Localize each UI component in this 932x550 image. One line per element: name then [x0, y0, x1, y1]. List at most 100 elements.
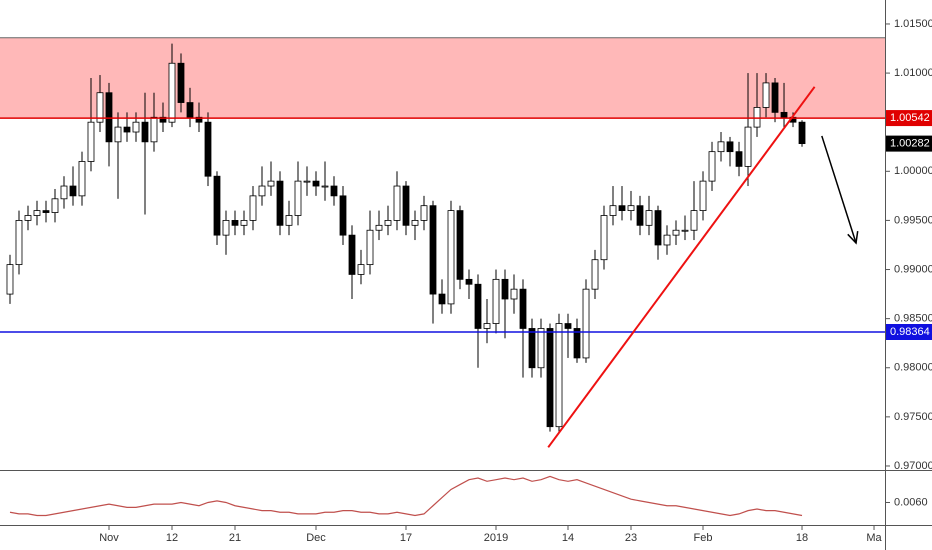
y-tick-label: 0.99500 — [894, 214, 932, 226]
candle-body — [708, 151, 716, 182]
candle-body — [591, 259, 599, 290]
candle-body — [546, 328, 554, 428]
candle-body — [393, 185, 401, 221]
x-tick-label: 23 — [625, 532, 637, 544]
candle-body — [771, 82, 779, 113]
candle-body — [645, 210, 653, 226]
candle-body — [717, 141, 725, 153]
price-label: 1.00542 — [890, 112, 930, 124]
candle-body — [330, 185, 338, 197]
candle-body — [294, 180, 302, 216]
candle-body — [384, 220, 392, 226]
y-tick-label: 0.99000 — [894, 263, 932, 275]
y-tick-label: 0.0060 — [894, 496, 928, 508]
candle-body — [474, 283, 482, 329]
x-tick-label: Dec — [306, 532, 326, 544]
candle-body — [411, 220, 419, 226]
candle-body — [438, 293, 446, 305]
candle-body — [240, 220, 248, 226]
x-tick-label: 17 — [400, 532, 412, 544]
x-tick-label: 21 — [229, 532, 241, 544]
candle-body — [627, 205, 635, 211]
candle-body — [231, 220, 239, 226]
candle-body — [186, 102, 194, 118]
y-tick-label: 1.01500 — [894, 18, 932, 30]
candle-body — [249, 195, 257, 221]
price-label: 0.98364 — [890, 326, 930, 338]
candle-body — [141, 121, 149, 143]
candle-body — [204, 121, 212, 177]
candle-body — [672, 229, 680, 236]
candle-body — [447, 210, 455, 305]
candle-body — [699, 180, 707, 211]
candle-body — [357, 264, 365, 275]
candle-body — [600, 215, 608, 261]
candle-body — [690, 210, 698, 231]
candle-body — [735, 151, 743, 167]
candle-body — [348, 234, 356, 275]
candle-body — [519, 288, 527, 329]
candle-body — [276, 180, 284, 226]
y-tick-label: 1.00000 — [894, 165, 932, 177]
candle-body — [780, 111, 788, 118]
candle-body — [501, 278, 509, 300]
price-label-box — [886, 323, 932, 340]
candle-body — [285, 215, 293, 226]
trendline — [547, 86, 816, 448]
y-tick-label: 0.97000 — [894, 460, 932, 472]
candle-body — [420, 205, 428, 221]
candle-body — [6, 264, 14, 295]
candle-body — [222, 220, 230, 236]
candle-body — [195, 116, 203, 123]
candle-body — [177, 62, 185, 103]
candle-body — [78, 161, 86, 197]
y-tick-label: 1.01000 — [894, 67, 932, 79]
candle-body — [366, 229, 374, 266]
candle-body — [492, 278, 500, 324]
resistance-zone — [0, 37, 885, 119]
candle-body — [24, 215, 32, 221]
candle-body — [339, 195, 347, 236]
candle-body — [114, 126, 122, 143]
candle-body — [573, 328, 581, 359]
candle-body — [96, 92, 104, 123]
candle-body — [69, 185, 77, 197]
candle-body — [726, 141, 734, 153]
candle-body — [609, 205, 617, 216]
candle-body — [429, 205, 437, 295]
candle-body — [123, 126, 131, 133]
candle-body — [528, 328, 536, 369]
y-tick-label: 0.98000 — [894, 362, 932, 374]
candle-body — [159, 116, 167, 123]
candle-body — [681, 229, 689, 232]
x-tick-label: 2019 — [484, 532, 508, 544]
candle-body — [582, 288, 590, 359]
candle-body — [87, 121, 95, 162]
candle-body — [312, 180, 320, 187]
arrow-head — [847, 231, 859, 245]
arrow — [821, 135, 857, 244]
candle-body — [60, 185, 68, 200]
candle-body — [753, 107, 761, 128]
x-tick-label: Feb — [694, 532, 713, 544]
x-tick-label: 14 — [562, 532, 574, 544]
candle-body — [375, 224, 383, 231]
candle-body — [555, 323, 563, 428]
candle-body — [744, 126, 752, 167]
candle-body — [564, 323, 572, 329]
x-tick-label: Nov — [99, 532, 119, 544]
last-price-box — [886, 135, 932, 152]
indicator-line — [9, 475, 803, 517]
candle-body — [15, 220, 23, 266]
candle-body — [798, 121, 806, 145]
x-tick-label: 12 — [166, 532, 178, 544]
candle-body — [618, 205, 626, 211]
candle-body — [762, 82, 770, 108]
candle-body — [537, 328, 545, 369]
candle-body — [267, 180, 275, 187]
candle-body — [456, 210, 464, 280]
candle-body — [636, 205, 644, 226]
candle-body — [465, 278, 473, 285]
candle-body — [33, 210, 41, 216]
